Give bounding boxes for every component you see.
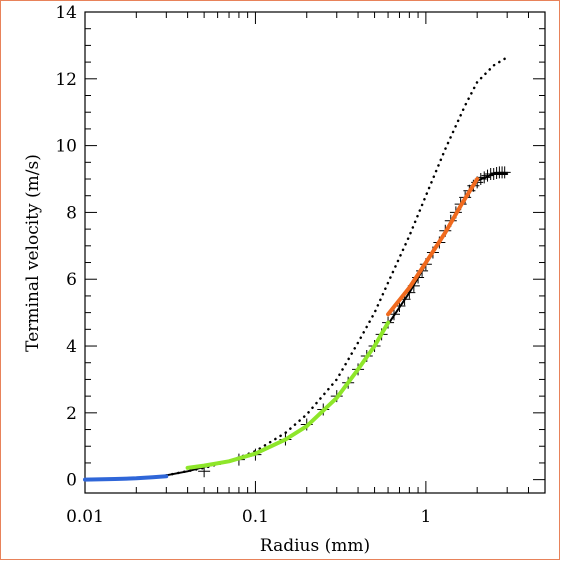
plus-marker [498, 166, 511, 179]
plus-marker [490, 167, 503, 180]
plot-area-border [84, 11, 546, 494]
y-tick-label: 6 [66, 270, 77, 290]
series-solid-line [165, 173, 509, 477]
x-tick-label: 0.1 [242, 507, 269, 527]
series-dotted-line [165, 57, 506, 477]
data-series [83, 57, 511, 482]
plus-marker [481, 169, 494, 182]
y-tick-label: 14 [55, 3, 77, 23]
series-fit-line-3 [83, 474, 169, 482]
x-tick-label: 0.01 [66, 507, 104, 527]
x-tick-label: 1 [420, 507, 431, 527]
y-tick-label: 12 [55, 70, 77, 90]
series-fit-line-5 [386, 177, 480, 317]
x-axis-title: Radius (mm) [260, 536, 370, 556]
y-tick-label: 8 [66, 203, 77, 223]
series-plus-markers [198, 166, 511, 478]
plus-marker [487, 168, 500, 181]
axis-ticks: 0 2 4 6 8 10 12 14 0.01 0.1 1 [55, 3, 546, 527]
y-tick-label: 10 [55, 137, 77, 157]
y-tick-label: 0 [66, 471, 77, 491]
y-axis-title: Terminal velocity (m/s) [23, 154, 43, 352]
y-tick-label: 2 [66, 404, 77, 424]
plus-marker [478, 171, 491, 184]
series-fit-line-4 [185, 320, 391, 470]
y-tick-label: 4 [66, 337, 77, 357]
